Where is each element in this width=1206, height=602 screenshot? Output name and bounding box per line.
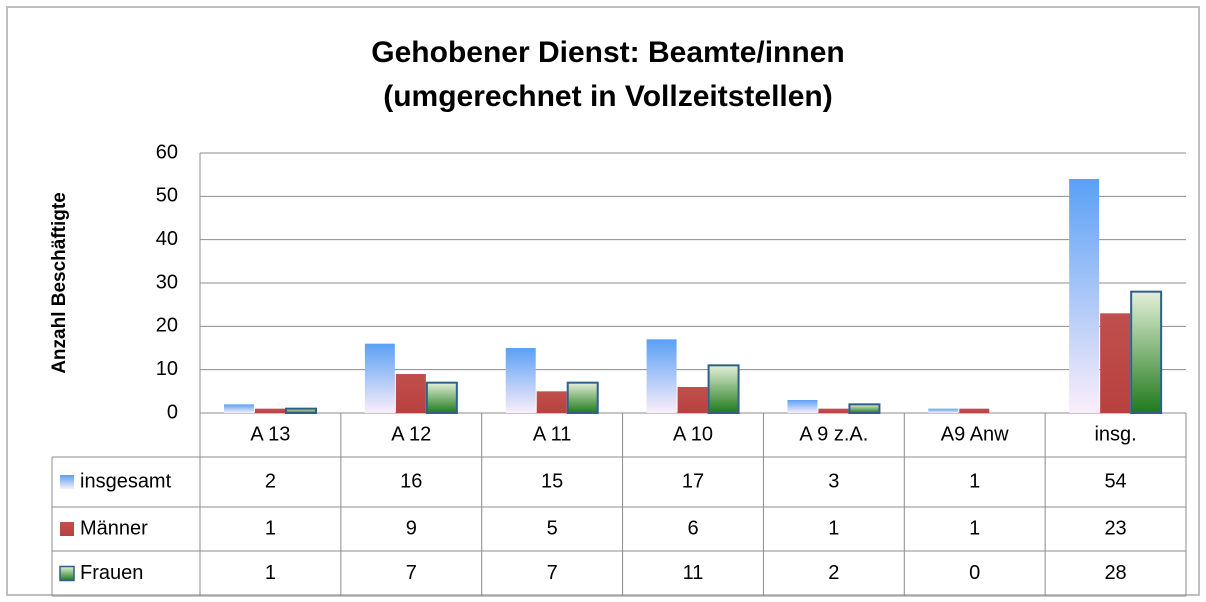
chart-subtitle: (umgerechnet in Vollzeitstellen) — [383, 80, 833, 113]
bar — [646, 339, 677, 413]
bar — [1100, 313, 1131, 413]
table-value: 7 — [406, 562, 417, 584]
bar — [536, 391, 567, 413]
bar — [677, 387, 708, 413]
chart-frame — [6, 6, 1200, 596]
table-value: 2 — [828, 562, 839, 584]
table-value: 1 — [969, 470, 980, 492]
bar — [1130, 290, 1163, 414]
bar — [255, 408, 285, 413]
bar — [787, 400, 818, 413]
bar — [224, 404, 254, 413]
table-value: 1 — [828, 517, 839, 539]
x-tick-label: A 13 — [250, 423, 290, 445]
bar — [707, 364, 740, 415]
y-tick-label: 20 — [156, 315, 178, 337]
bar — [425, 381, 458, 414]
table-value: 16 — [400, 470, 422, 492]
table-value: 54 — [1104, 470, 1126, 492]
x-tick-label: A 11 — [533, 423, 572, 445]
table-value: 5 — [547, 517, 558, 539]
bar — [395, 374, 426, 413]
y-tick-label: 60 — [156, 141, 178, 163]
table-value: 28 — [1104, 562, 1126, 584]
table-value: 6 — [687, 517, 698, 539]
bar — [928, 408, 959, 413]
bar — [959, 408, 990, 413]
y-tick-label: 10 — [156, 358, 178, 380]
x-tick-label: A 9 z.A. — [799, 423, 868, 445]
bar — [848, 403, 881, 415]
table-value: 0 — [969, 562, 980, 584]
x-tick-label: A 12 — [391, 423, 431, 445]
table-value: 1 — [969, 517, 980, 539]
bar — [505, 348, 536, 413]
table-value: 9 — [406, 517, 417, 539]
legend-label: Frauen — [80, 562, 143, 584]
x-tick-label: A 10 — [673, 423, 713, 445]
table-value: 17 — [682, 470, 704, 492]
table-value: 7 — [547, 562, 558, 584]
legend-swatch — [59, 565, 75, 582]
y-tick-label: 50 — [156, 185, 178, 207]
y-tick-label: 40 — [156, 228, 178, 250]
bar — [818, 408, 849, 413]
table-value: 3 — [828, 470, 839, 492]
y-axis-label: Anzahl Beschäftigte — [49, 192, 70, 374]
y-tick-label: 30 — [156, 271, 178, 293]
x-tick-label: insg. — [1094, 423, 1136, 445]
table-value: 15 — [541, 470, 563, 492]
bar — [1069, 179, 1100, 413]
bar — [285, 407, 317, 414]
x-tick-label: A9 Anw — [941, 423, 1009, 445]
bar — [364, 343, 395, 413]
bar — [566, 381, 599, 414]
legend-swatch — [60, 475, 74, 489]
y-tick-label: 0 — [167, 401, 178, 423]
table-value: 1 — [265, 562, 276, 584]
table-value: 2 — [265, 470, 276, 492]
table-value: 23 — [1104, 517, 1126, 539]
chart-title: Gehobener Dienst: Beamte/innen — [371, 36, 844, 69]
table-value: 11 — [683, 562, 704, 584]
legend-swatch — [60, 522, 74, 536]
table-value: 1 — [265, 517, 276, 539]
legend-label: insgesamt — [80, 470, 172, 492]
legend-label: Männer — [80, 517, 148, 539]
